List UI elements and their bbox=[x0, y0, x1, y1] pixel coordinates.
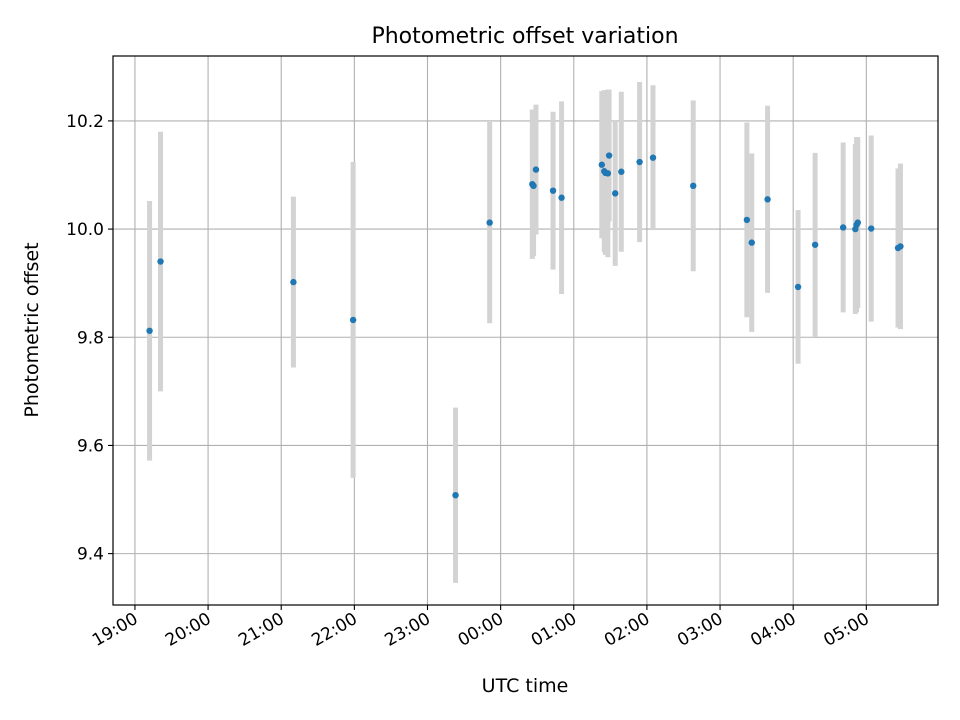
data-point bbox=[549, 187, 557, 194]
y-tick-label: 10.2 bbox=[66, 112, 104, 132]
data-point bbox=[349, 316, 357, 324]
chart-title: Photometric offset variation bbox=[371, 24, 678, 49]
data-point bbox=[486, 219, 493, 226]
y-tick-label: 9.4 bbox=[77, 545, 104, 565]
plot-area-frame bbox=[112, 55, 939, 606]
data-point bbox=[854, 219, 861, 226]
data-point bbox=[839, 224, 847, 231]
y-axis-ticks: 9.4 9.6 9.8 10.0 10.2 bbox=[66, 112, 113, 565]
data-point bbox=[748, 239, 755, 246]
data-point bbox=[558, 194, 565, 201]
data-point bbox=[897, 243, 904, 250]
data-point bbox=[604, 170, 612, 177]
data-points bbox=[146, 152, 904, 499]
data-point bbox=[146, 327, 153, 334]
data-point bbox=[743, 216, 751, 224]
data-point bbox=[811, 241, 819, 248]
data-point bbox=[649, 154, 657, 161]
data-point bbox=[530, 182, 537, 190]
data-point bbox=[157, 258, 164, 265]
data-point bbox=[598, 161, 606, 168]
data-point bbox=[636, 158, 643, 166]
data-point bbox=[452, 492, 459, 499]
data-point bbox=[868, 225, 875, 232]
data-point bbox=[794, 283, 802, 291]
data-point bbox=[532, 166, 540, 173]
y-tick-label: 9.6 bbox=[77, 436, 104, 456]
data-point bbox=[690, 182, 697, 190]
data-point bbox=[290, 278, 297, 286]
data-point bbox=[618, 168, 625, 175]
data-point bbox=[764, 196, 771, 203]
x-axis-label: UTC time bbox=[482, 675, 569, 697]
y-tick-label: 10.0 bbox=[66, 220, 104, 240]
y-tick-label: 9.8 bbox=[77, 328, 104, 348]
y-axis-label: Photometric offset bbox=[21, 242, 43, 417]
data-point bbox=[605, 152, 613, 159]
data-point bbox=[612, 190, 619, 197]
